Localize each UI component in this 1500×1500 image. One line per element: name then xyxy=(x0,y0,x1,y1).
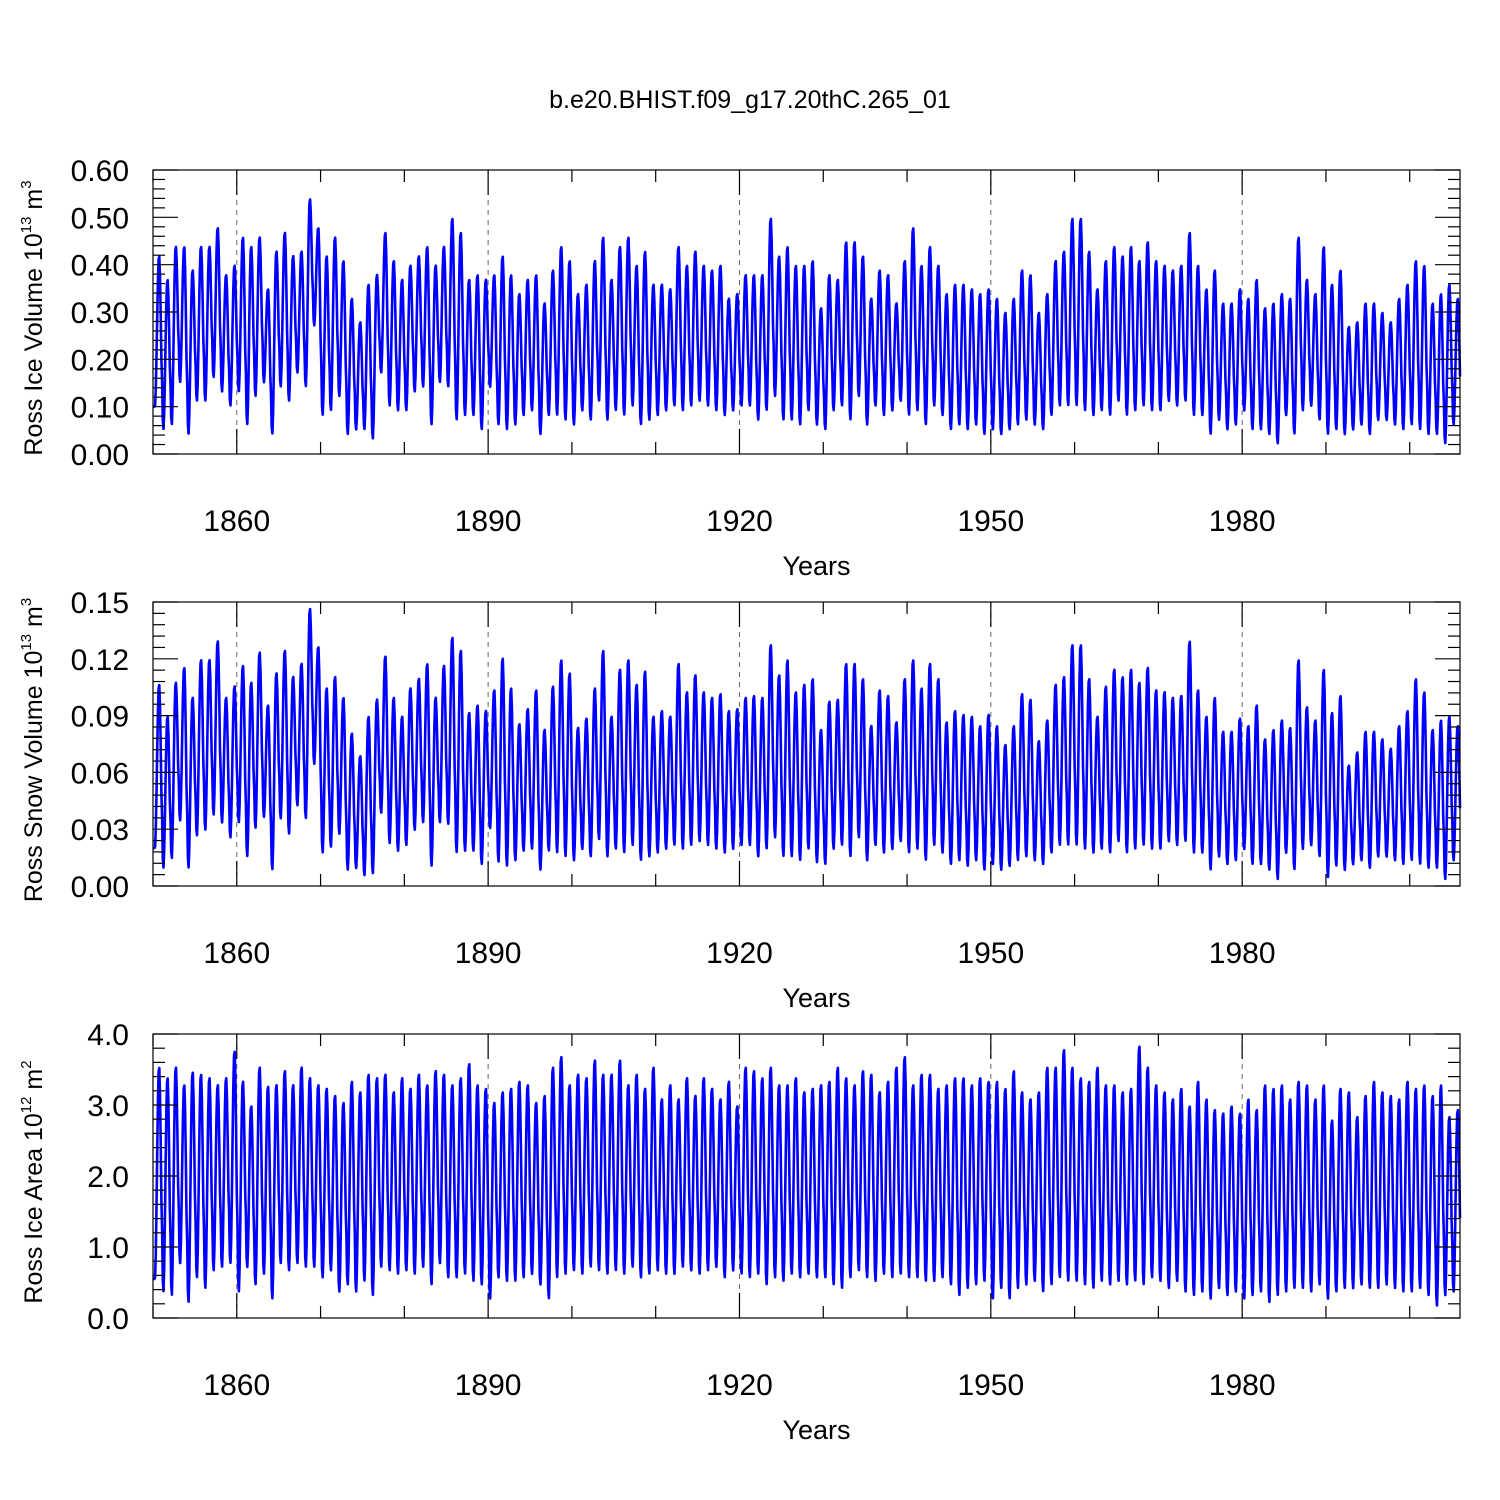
y-tick-label: 0.40 xyxy=(71,250,129,283)
x-tick-label: 1950 xyxy=(957,937,1024,970)
chart-title: b.e20.BHIST.f09_g17.20thC.265_01 xyxy=(549,86,951,114)
panel-ice-area: 0.0 1.0 2.0 3.0 4.0 1860 1890 1920 1950 1980 Years… xyxy=(18,1019,1462,1445)
y-tick-label: 0.06 xyxy=(71,757,129,790)
y-tick-label: 1.0 xyxy=(87,1232,129,1265)
x-tick-label: 1950 xyxy=(957,505,1024,538)
x-tick-label: 1890 xyxy=(455,937,522,970)
x-tick-label: 1860 xyxy=(203,505,270,538)
y-tick-label: 2.0 xyxy=(87,1161,129,1194)
x-tick-label: 1950 xyxy=(957,1369,1024,1402)
x-tick-label: 1920 xyxy=(706,937,773,970)
plot-frame xyxy=(152,601,1461,887)
y-tick-label: 0.15 xyxy=(71,587,129,620)
panel-snow-volume: 0.00 0.03 0.06 0.09 0.12 0.15 1860 1890 1920 1950… xyxy=(18,587,1462,1013)
y-tick-label: 0.00 xyxy=(71,439,129,472)
x-tick-label: 1980 xyxy=(1209,1369,1276,1402)
x-tick-label: 1920 xyxy=(706,505,773,538)
y-tick-label: 0.60 xyxy=(71,155,129,188)
y-tick-label: 0.12 xyxy=(71,644,129,677)
y-tick-label: 0.00 xyxy=(71,871,129,904)
x-tick-label: 1920 xyxy=(706,1369,773,1402)
x-tick-label: 1860 xyxy=(203,937,270,970)
y-tick-label: 0.03 xyxy=(71,814,129,847)
panel-ice-volume: 0.00 0.10 0.20 0.30 0.40 0.50 0.60 1860 1890 1920… xyxy=(18,155,1462,581)
y-tick-label: 0.10 xyxy=(71,392,129,425)
x-tick-label: 1890 xyxy=(455,505,522,538)
y-tick-label: 0.09 xyxy=(71,701,129,734)
y-axis-label: Ross Ice Volume 1013 m3 xyxy=(18,180,48,455)
series-line xyxy=(152,1045,1462,1307)
y-tick-label: 0.20 xyxy=(71,344,129,377)
y-tick-label: 0.30 xyxy=(71,297,129,330)
x-axis-label: Years xyxy=(782,551,850,581)
y-axis-label: Ross Snow Volume 1013 m3 xyxy=(18,598,48,902)
series-line xyxy=(152,607,1462,881)
y-tick-label: 3.0 xyxy=(87,1090,129,1123)
y-tick-label: 0.50 xyxy=(71,202,129,235)
x-tick-label: 1980 xyxy=(1209,937,1276,970)
series-line xyxy=(152,198,1462,445)
y-axis-label: Ross Ice Area 1012 m2 xyxy=(18,1060,48,1303)
x-axis-label: Years xyxy=(782,1415,850,1445)
x-tick-label: 1890 xyxy=(455,1369,522,1402)
y-tick-label: 0.0 xyxy=(87,1303,129,1336)
x-tick-label: 1980 xyxy=(1209,505,1276,538)
y-tick-label: 4.0 xyxy=(87,1019,129,1052)
x-axis-label: Years xyxy=(782,983,850,1013)
x-tick-label: 1860 xyxy=(203,1369,270,1402)
